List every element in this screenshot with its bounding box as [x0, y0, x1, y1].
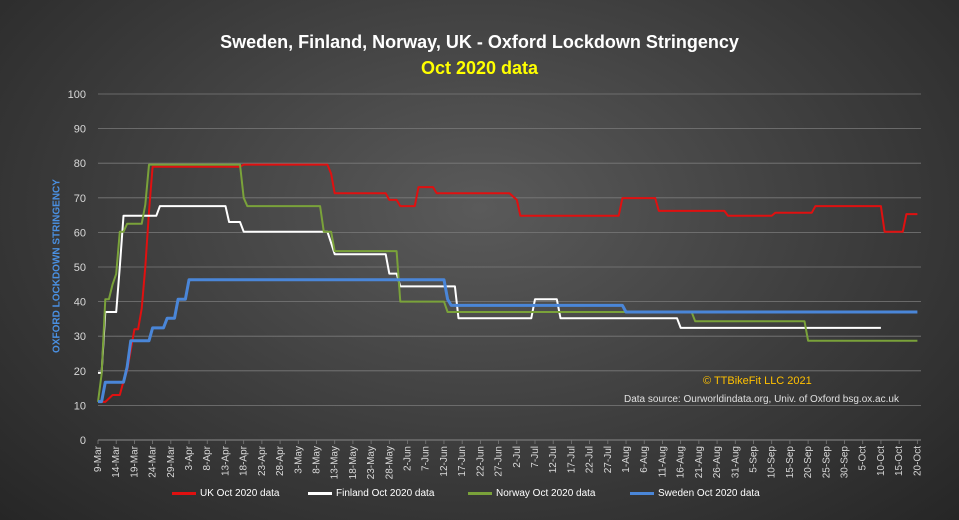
x-tick-label: 22-Jun	[475, 446, 486, 477]
x-tick-label: 8-Apr	[202, 445, 213, 470]
series-line-finland	[98, 205, 881, 374]
x-tick-label: 20-Sep	[803, 446, 814, 479]
x-tick-label: 14-Mar	[111, 445, 122, 477]
x-tick-label: 6-Aug	[639, 446, 650, 473]
x-tick-label: 22-Jul	[585, 446, 596, 473]
x-tick-label: 27-Jul	[603, 446, 614, 473]
x-tick-label: 23-Apr	[257, 445, 268, 476]
x-tick-label: 17-Jul	[566, 446, 577, 473]
y-tick-label: 0	[80, 435, 86, 447]
legend-item-sweden: Sweden Oct 2020 data	[630, 488, 760, 499]
x-tick-label: 27-Jun	[494, 446, 505, 477]
series-line-sweden	[98, 278, 918, 404]
legend-swatch-sweden	[630, 492, 654, 495]
x-tick-label: 13-Apr	[220, 445, 231, 476]
legend-swatch-finland	[308, 492, 332, 495]
x-tick-label: 11-Aug	[657, 446, 668, 478]
x-tick-label: 21-Aug	[694, 446, 705, 478]
y-tick-label: 50	[74, 262, 86, 274]
legend-swatch-uk	[172, 492, 196, 495]
x-tick-label: 12-Jul	[548, 446, 559, 473]
chart-title: Sweden, Finland, Norway, UK - Oxford Loc…	[220, 32, 739, 52]
x-tick-label: 16-Aug	[676, 446, 687, 478]
y-tick-label: 20	[74, 366, 86, 378]
x-tick-label: 2-Jul	[512, 446, 523, 468]
y-tick-label: 80	[74, 158, 86, 170]
x-tick-label: 5-Oct	[858, 446, 869, 471]
x-tick-label: 31-Aug	[730, 446, 741, 478]
y-tick-label: 60	[74, 227, 86, 239]
legend-label-uk: UK Oct 2020 data	[200, 488, 280, 499]
y-tick-label: 90	[74, 124, 86, 136]
x-tick-label: 13-May	[330, 446, 341, 479]
legend-swatch-norway	[468, 492, 492, 495]
series-line-norway	[97, 163, 918, 403]
y-tick-label: 30	[74, 331, 86, 343]
y-tick-label: 40	[74, 297, 86, 309]
x-tick-label: 24-Mar	[148, 445, 159, 477]
x-tick-label: 19-Mar	[129, 445, 140, 477]
x-tick-label: 28-Apr	[275, 445, 286, 476]
x-tick-label: 1-Aug	[621, 446, 632, 473]
x-tick-label: 18-May	[348, 446, 359, 479]
x-tick-label: 23-May	[366, 446, 377, 479]
x-tick-label: 5-Sep	[748, 446, 759, 473]
x-tick-label: 25-Sep	[821, 446, 832, 479]
legend-item-norway: Norway Oct 2020 data	[468, 488, 596, 499]
legend-label-norway: Norway Oct 2020 data	[496, 488, 596, 499]
x-tick-label: 15-Sep	[785, 446, 796, 479]
copyright-note: © TTBikeFit LLC 2021	[703, 375, 812, 387]
x-tick-label: 3-Apr	[184, 445, 195, 470]
x-tick-label: 10-Oct	[876, 446, 887, 476]
x-tick-label: 9-Mar	[93, 445, 104, 472]
x-tick-label: 7-Jun	[421, 446, 432, 471]
x-tick-label: 18-Apr	[239, 445, 250, 476]
x-tick-label: 17-Jun	[457, 446, 468, 477]
y-axis-label: OXFORD LOCKDOWN STRINGENCY	[51, 179, 63, 353]
legend-item-uk: UK Oct 2020 data	[172, 488, 280, 499]
y-tick-label: 10	[74, 400, 86, 412]
x-tick-label: 28-May	[384, 446, 395, 479]
y-tick-label: 70	[74, 193, 86, 205]
x-tick-label: 15-Oct	[894, 446, 905, 476]
legend-label-finland: Finland Oct 2020 data	[336, 488, 435, 499]
x-tick-label: 8-May	[311, 446, 322, 474]
x-tick-label: 10-Sep	[767, 446, 778, 479]
chart-subtitle: Oct 2020 data	[420, 58, 539, 78]
x-tick-label: 2-Jun	[403, 446, 414, 471]
x-tick-label: 7-Jul	[530, 446, 541, 468]
x-tick-label: 29-Mar	[166, 445, 177, 477]
y-tick-label: 100	[68, 89, 86, 101]
x-tick-label: 20-Oct	[912, 446, 923, 476]
x-tick-label: 30-Sep	[840, 446, 851, 479]
data-source-note: Data source: Ourworldindata.org, Univ. o…	[624, 394, 899, 405]
x-tick-label: 12-Jun	[439, 446, 450, 477]
x-tick-label: 3-May	[293, 446, 304, 474]
series-line-uk	[98, 163, 918, 403]
x-tick-label: 26-Aug	[712, 446, 723, 478]
legend-label-sweden: Sweden Oct 2020 data	[658, 488, 760, 499]
legend-item-finland: Finland Oct 2020 data	[308, 488, 434, 499]
